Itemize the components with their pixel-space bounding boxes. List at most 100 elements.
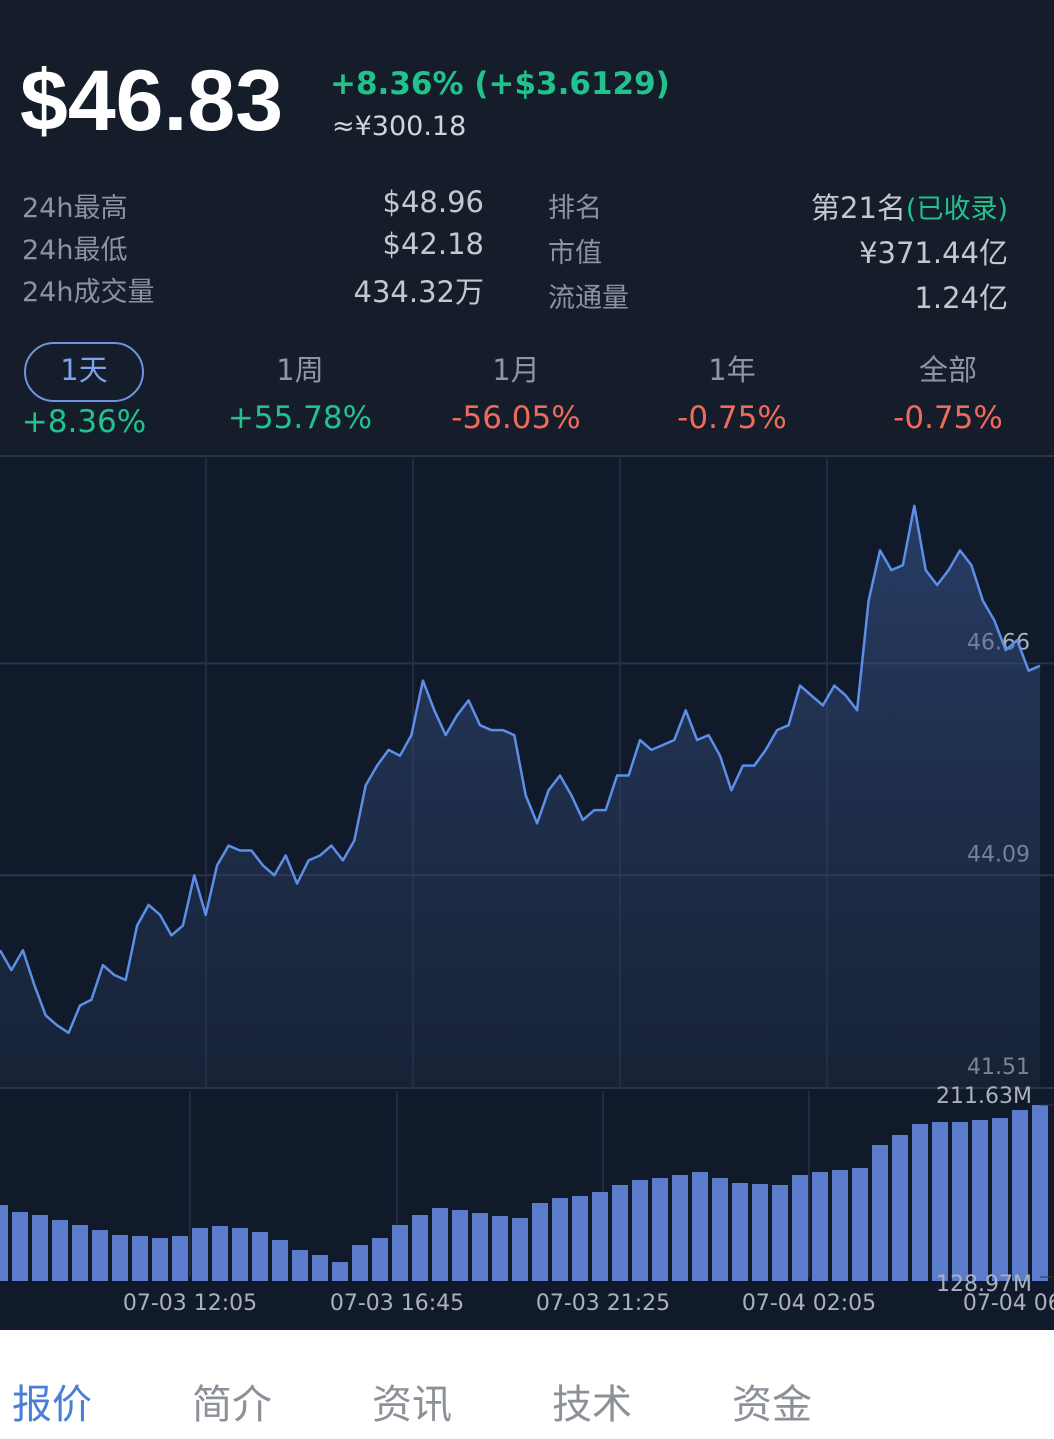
period[interactable]: 全部 -0.75% [858,342,1038,436]
volume-bar [552,1197,568,1281]
tab[interactable]: 资讯 [372,1382,452,1428]
volume-bar [572,1195,588,1281]
volume-bar [992,1117,1008,1281]
volume-bar [632,1179,648,1281]
period[interactable]: 1天 +8.36% [0,342,174,440]
volume-bar [132,1236,148,1281]
volume-bar [492,1215,508,1281]
volume-bar [472,1212,488,1281]
period-label: 1月 [492,353,540,387]
stat-label: 排名 [548,193,602,224]
volume-bar [152,1238,168,1281]
volume-bar [612,1184,628,1281]
stat-value: $42.18 [382,227,484,261]
price-line [0,504,1041,1035]
volume-bar [332,1261,348,1281]
volume-bar [792,1174,808,1281]
period[interactable]: 1年 -0.75% [642,342,822,436]
volume-bar [712,1177,728,1281]
y-tick-label: 211.63M [936,1084,1032,1109]
volume-bar [772,1184,788,1281]
x-tick-label: 07-03 12:05 [123,1291,257,1316]
volume-bar [532,1203,548,1281]
volume-bar [352,1244,368,1281]
volume-bar [912,1123,928,1281]
stat-label: 流通量 [548,283,629,314]
period-label: 1周 [276,353,324,387]
volume-bar [292,1249,308,1281]
stat-label: 市值 [548,238,602,269]
volume-bar [832,1170,848,1281]
stat-value: 第21名(已收录) [811,185,1008,227]
volume-bar [52,1220,68,1281]
period-change: -0.75% [893,400,1003,436]
period[interactable]: 1月 -56.05% [426,342,606,436]
volume-bar [812,1172,828,1281]
period-label: 1天 [24,342,144,402]
tab-bar: 报价 简介 资讯 技术 资金 [0,1330,1054,1439]
period-change: -0.75% [677,400,787,436]
volume-bar [1032,1105,1048,1281]
volume-bar [972,1120,988,1281]
volume-bar [252,1231,268,1281]
period-label: 1年 [708,353,756,387]
tab[interactable]: 报价 [12,1382,92,1428]
volume-bar [672,1174,688,1281]
area [0,505,1040,1088]
tab[interactable]: 技术 [552,1382,632,1428]
y-tick-label: 128.97M [936,1272,1032,1297]
volume-bar [212,1225,228,1281]
volume-bar [732,1182,748,1281]
volume-bar [312,1255,328,1281]
volume-bar [952,1122,968,1281]
volume-bar [32,1214,48,1281]
price: $46.83 [20,53,284,149]
volume-bar [232,1227,248,1281]
rank: 第21名 [811,191,906,225]
tab[interactable]: 简介 [192,1382,272,1428]
period-change: +8.36% [21,404,147,440]
volume-bar [0,1205,8,1281]
volume-bar [192,1227,208,1281]
volume-bar [412,1214,428,1281]
volume-bar [272,1240,288,1281]
stat-value: 1.24亿 [914,281,1008,315]
volume-bar [512,1217,528,1281]
stat-label: 24h最高 [22,193,128,224]
tab[interactable]: 资金 [732,1382,812,1428]
volume-bar [892,1134,908,1281]
volume-bar [92,1229,108,1281]
x-tick-label: 07-03 16:45 [330,1291,464,1316]
price-change: +8.36% (+$3.6129) [330,66,670,102]
stat-value: 434.32万 [353,275,484,309]
price-cny: ≈¥300.18 [332,111,467,142]
stat-label: 24h最低 [22,235,128,266]
stat-value: $48.96 [382,185,484,219]
volume-bar [372,1238,388,1281]
volume-bar [932,1122,948,1281]
volume-bar [392,1225,408,1281]
volume-bar [452,1209,468,1281]
volume-bar [72,1225,88,1281]
volume-bar [752,1183,768,1281]
volume-bar [872,1144,888,1281]
period-change: -56.05% [451,400,581,436]
volume-bar [852,1167,868,1281]
x-tick-label: 07-04 06: [963,1291,1054,1316]
period[interactable]: 1周 +55.78% [210,342,390,436]
x-tick-label: 07-04 02:05 [742,1291,876,1316]
period-label: 全部 [918,353,977,387]
volume-bar [592,1191,608,1281]
stat-value: ¥371.44亿 [859,236,1008,270]
volume-bar [172,1236,188,1281]
period-change: +55.78% [227,400,373,436]
volume-bar [1012,1109,1028,1281]
volume-bar [112,1234,128,1281]
rank-tag: (已收录) [905,194,1008,225]
volume-bar [432,1208,448,1281]
volume-bar [652,1177,668,1281]
volume-bar [12,1211,28,1281]
volume-bar [692,1172,708,1281]
